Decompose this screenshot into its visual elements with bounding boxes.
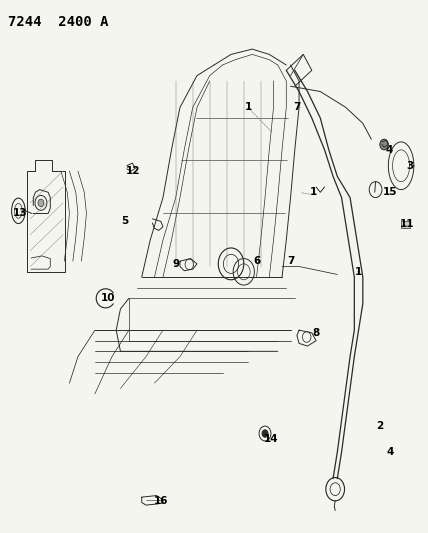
Text: 1: 1 [355,267,362,277]
Circle shape [38,199,44,207]
Text: 5: 5 [121,216,128,227]
Circle shape [262,430,268,437]
Text: 16: 16 [154,496,168,506]
Text: 4: 4 [387,447,394,457]
Text: 7: 7 [293,102,300,112]
Text: 11: 11 [399,219,414,229]
Text: 13: 13 [13,208,28,219]
Text: 7244  2400 A: 7244 2400 A [8,14,108,29]
Text: 2: 2 [376,421,383,431]
Circle shape [380,139,388,150]
Text: 9: 9 [172,259,179,269]
Text: 7: 7 [287,256,294,266]
Text: 15: 15 [383,187,398,197]
Text: 4: 4 [386,145,393,155]
Text: 8: 8 [312,328,320,338]
Text: 3: 3 [406,161,413,171]
Text: 1: 1 [310,187,318,197]
Text: 6: 6 [253,256,260,266]
Text: 12: 12 [126,166,140,176]
Text: 1: 1 [244,102,252,112]
Bar [401,221,410,228]
Text: 10: 10 [101,293,115,303]
Text: 14: 14 [264,434,279,444]
